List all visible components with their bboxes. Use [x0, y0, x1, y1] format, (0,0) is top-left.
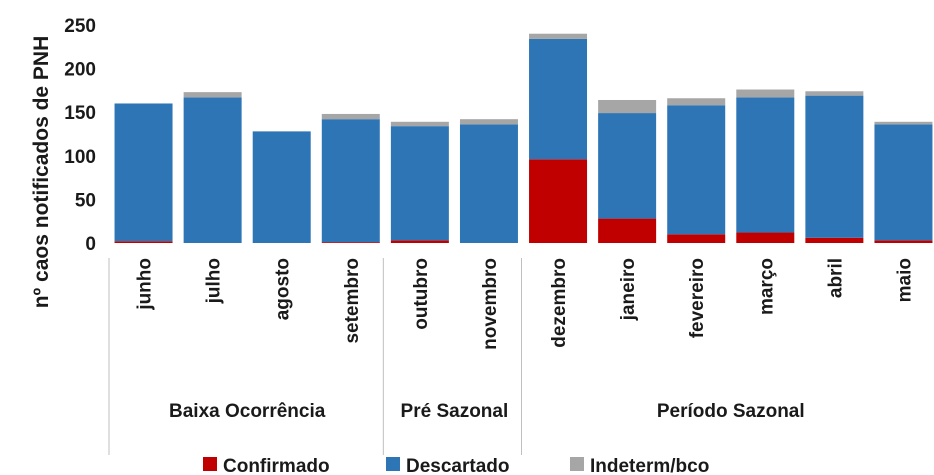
- bar-segment-confirmado: [321, 242, 380, 243]
- legend-label: Descartado: [406, 456, 510, 475]
- category-labels: junho julho agosto setembro outubro novembro d…: [135, 258, 916, 350]
- bar-segment-descartado: [252, 131, 311, 243]
- legend-swatch: [203, 457, 217, 471]
- bar-segment-confirmado: [874, 240, 933, 243]
- bar-segment-indeterm-bco: [183, 92, 242, 98]
- legend-label: Confirmado: [223, 456, 330, 475]
- bar-segment-descartado: [667, 105, 726, 235]
- group-label: Pré Sazonal: [401, 401, 509, 422]
- category-label: julho: [204, 258, 225, 304]
- bars: [114, 33, 933, 243]
- bar-segment-descartado: [459, 124, 518, 243]
- category-label: setembro: [342, 258, 363, 344]
- category-label: novembro: [480, 258, 501, 350]
- y-tick-label: 250: [64, 16, 96, 37]
- bar-segment-confirmado: [667, 234, 726, 243]
- group-label: Baixa Ocorrência: [169, 401, 326, 422]
- bar-segment-indeterm-bco: [321, 113, 380, 120]
- y-tick-label: 50: [75, 190, 96, 211]
- bar-segment-confirmado: [805, 237, 864, 243]
- group-labels: Baixa Ocorrência Pré Sazonal Período Sazon…: [108, 258, 805, 455]
- bar-segment-indeterm-bco: [874, 121, 933, 125]
- y-axis-ticks: 0 50 100 150 200 250: [64, 16, 96, 255]
- bar-segment-descartado: [874, 124, 933, 241]
- y-tick-label: 200: [64, 60, 96, 81]
- category-label: fevereiro: [687, 258, 708, 338]
- bar-segment-descartado: [390, 126, 449, 241]
- group-label: Período Sazonal: [657, 401, 805, 422]
- bar-segment-descartado: [805, 95, 864, 238]
- category-label: agosto: [273, 258, 294, 320]
- legend-swatch: [386, 457, 400, 471]
- y-tick-label: 100: [64, 147, 96, 168]
- category-label: maio: [894, 258, 915, 302]
- y-axis-label: nº caos notificados de PNH: [30, 36, 53, 309]
- bar-segment-descartado: [529, 38, 588, 160]
- bar-segment-indeterm-bco: [390, 121, 449, 127]
- bar-segment-indeterm-bco: [805, 91, 864, 96]
- bar-segment-descartado: [114, 103, 173, 242]
- bar-segment-descartado: [321, 119, 380, 243]
- y-tick-label: 0: [85, 234, 96, 255]
- y-axis-label-group: nº caos notificados de PNH: [30, 36, 53, 309]
- category-label: janeiro: [618, 258, 639, 321]
- legend-label: Indeterm/bco: [590, 456, 709, 475]
- bar-segment-confirmado: [736, 232, 795, 243]
- bar-segment-indeterm-bco: [667, 98, 726, 106]
- bar-segment-indeterm-bco: [736, 89, 795, 98]
- y-tick-label: 150: [64, 103, 96, 124]
- bar-segment-descartado: [183, 97, 242, 243]
- bar-segment-indeterm-bco: [459, 119, 518, 125]
- bar-segment-descartado: [598, 113, 657, 219]
- category-label: junho: [135, 258, 156, 311]
- legend: Confirmado Descartado Indeterm/bco: [203, 456, 709, 475]
- bar-segment-confirmado: [390, 240, 449, 243]
- category-label: março: [756, 258, 777, 315]
- legend-swatch: [570, 457, 584, 471]
- category-label: dezembro: [549, 258, 570, 348]
- bar-segment-indeterm-bco: [598, 99, 657, 114]
- bar-segment-indeterm-bco: [529, 33, 588, 39]
- category-label: abril: [825, 258, 846, 298]
- category-label: outubro: [411, 258, 432, 330]
- bar-segment-descartado: [736, 97, 795, 233]
- bar-segment-confirmado: [598, 218, 657, 243]
- bar-segment-confirmado: [529, 159, 588, 243]
- bar-segment-confirmado: [114, 241, 173, 243]
